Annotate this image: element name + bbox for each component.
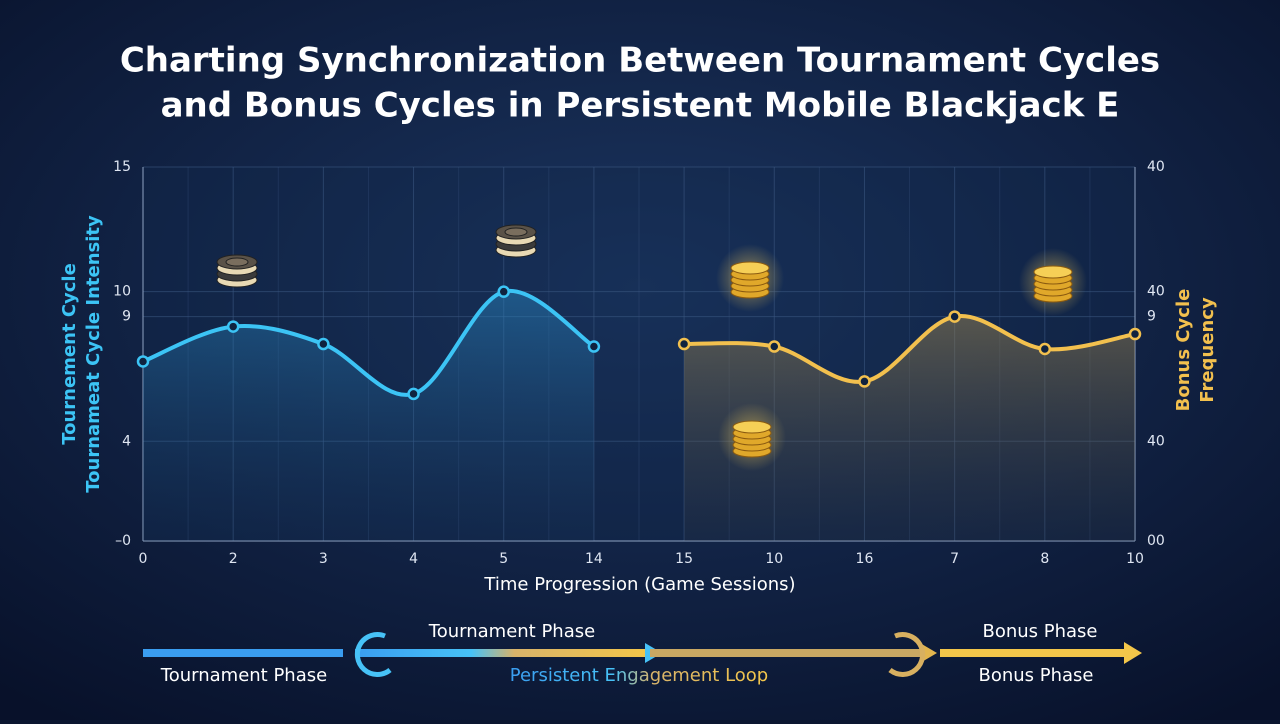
x-tick-label: 14 [585,551,603,567]
point [226,320,240,333]
y2-tick-label: 9 [1147,309,1156,325]
y-axis-title: Tournameat Cycle Intensity [83,215,104,493]
flow-label: Tournament Phase [160,665,327,686]
chart-title: Charting Synchronization Between Tournam… [120,41,1160,81]
x-tick-label: 8 [1040,551,1049,567]
x-axis-title: Time Progression (Game Sessions) [483,574,795,595]
x-tick-label: 16 [856,551,874,567]
point [1038,342,1052,356]
flow-label: Tournament Phase [428,621,595,642]
y-axis-title: Tournement Cycle [59,263,80,445]
x-tick-label: 7 [950,551,959,567]
flow-label: Bonus Phase [978,665,1093,686]
area [143,290,594,541]
point [136,355,150,368]
flow-label: Persistent Engagement Loop [510,665,768,686]
point [317,337,330,351]
point [497,285,510,298]
point [407,387,420,401]
x-tick-label: 3 [319,551,328,567]
area [684,316,1135,541]
point [677,337,691,351]
y2-tick-label: 40 [1147,284,1165,300]
flow-band [143,632,1142,677]
y2-axis-title: Frequency [1197,297,1218,403]
x-tick-label: 0 [139,551,148,567]
point [587,340,601,353]
chart-title: and Bonus Cycles in Persistent Mobile Bl… [161,86,1120,126]
y2-tick-label: 40 [1147,433,1165,449]
y2-tick-label: 40 [1147,159,1165,175]
point [858,375,871,388]
x-tick-label: 10 [1126,551,1144,567]
y2-axis-title: Bonus Cycle [1173,289,1194,412]
x-tick-label: 5 [499,551,508,567]
y-tick-label: 4 [122,433,131,449]
point [768,340,781,353]
point [1128,327,1142,341]
y2-tick-label: 00 [1147,533,1165,549]
y-tick-label: –0 [115,533,131,549]
y-tick-label: 9 [122,309,131,325]
flow-label: Bonus Phase [982,621,1097,642]
x-tick-label: 4 [409,551,418,567]
point [948,310,961,323]
y-tick-label: 15 [113,159,131,175]
y-tick-label: 10 [113,284,131,300]
x-tick-label: 2 [229,551,238,567]
x-tick-label: 15 [675,551,693,567]
x-tick-label: 10 [765,551,783,567]
